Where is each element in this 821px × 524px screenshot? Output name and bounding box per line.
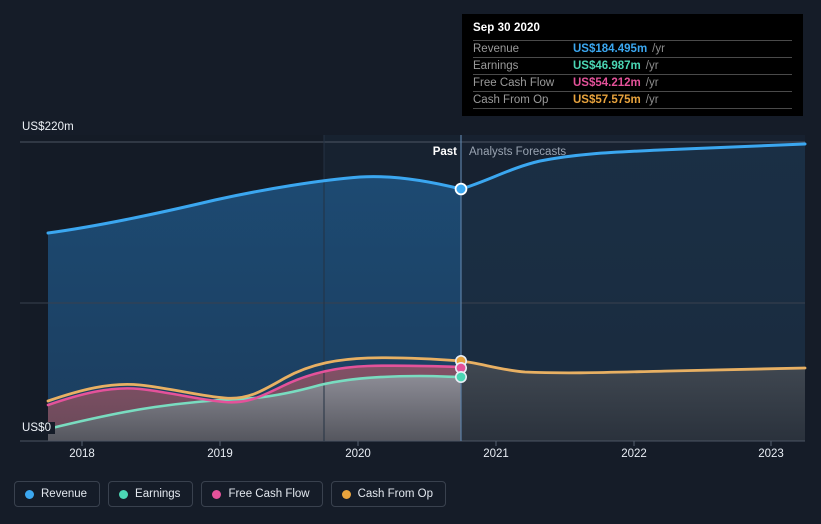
- tooltip-label-free-cash-flow: Free Cash Flow: [473, 77, 555, 89]
- tooltip-row-cash-from-op: Cash From Op US$57.575m /yr: [473, 91, 792, 108]
- tooltip-row-revenue: Revenue US$184.495m /yr: [473, 40, 792, 57]
- tooltip-row-free-cash-flow: Free Cash Flow US$54.212m /yr: [473, 74, 792, 91]
- x-axis-label-2018: 2018: [69, 448, 95, 460]
- x-axis-label-2019: 2019: [207, 448, 233, 460]
- earnings-color-dot-icon: [119, 489, 129, 499]
- tooltip-unit-cash-from-op: /yr: [645, 94, 659, 106]
- legend-item-free-cash-flow[interactable]: Free Cash Flow: [201, 481, 323, 507]
- legend-label-earnings: Earnings: [135, 488, 181, 500]
- tooltip-unit-free-cash-flow: /yr: [645, 77, 659, 89]
- legend-label-cash-from-op: Cash From Op: [357, 488, 434, 500]
- cash-from-op-line-forecast: [459, 359, 807, 375]
- tooltip-date: Sep 30 2020: [473, 22, 540, 34]
- earnings-marker[interactable]: [454, 370, 467, 383]
- tooltip-unit-earnings: /yr: [645, 60, 659, 72]
- x-axis-label-2020: 2020: [345, 448, 371, 460]
- forecast-period-label: Analysts Forecasts: [469, 146, 567, 158]
- tooltip-label-revenue: Revenue: [473, 43, 520, 55]
- y-axis-max-label: US$220m: [22, 121, 78, 133]
- tooltip-row-earnings: Earnings US$46.987m /yr: [473, 57, 792, 74]
- x-axis-label-2023: 2023: [758, 448, 784, 460]
- chart-plot-area[interactable]: [0, 0, 821, 470]
- y-axis-zero-label: US$0: [22, 422, 56, 434]
- free-cash-flow-color-dot-icon: [212, 489, 222, 499]
- revenue-color-dot-icon: [25, 489, 34, 499]
- tooltip-label-earnings: Earnings: [473, 60, 519, 72]
- legend-item-earnings[interactable]: Earnings: [108, 481, 194, 507]
- x-axis-ticks: [81, 441, 772, 446]
- tooltip-unit-revenue: /yr: [652, 43, 665, 55]
- tooltip-value-earnings: US$46.987m: [573, 60, 641, 72]
- data-tooltip: Sep 30 2020 Revenue US$184.495m /yr Earn…: [462, 14, 803, 116]
- revenue-line-forecast: [459, 142, 807, 191]
- past-period-label: Past: [432, 146, 457, 158]
- chart-svg: [20, 135, 807, 446]
- legend-label-revenue: Revenue: [41, 488, 88, 500]
- legend-item-revenue[interactable]: Revenue: [14, 481, 101, 507]
- tooltip-label-cash-from-op: Cash From Op: [473, 94, 549, 106]
- revenue-line-past: [46, 175, 463, 235]
- cash-from-op-line-past: [46, 356, 463, 403]
- tooltip-value-cash-from-op: US$57.575m: [573, 94, 641, 106]
- legend-label-free-cash-flow: Free Cash Flow: [228, 488, 310, 500]
- x-axis-label-2021: 2021: [483, 448, 509, 460]
- revenue-marker[interactable]: [454, 182, 468, 196]
- earnings-line: [46, 374, 463, 431]
- forecast-gray-area: [461, 361, 805, 441]
- tooltip-value-free-cash-flow: US$54.212m: [573, 77, 641, 89]
- legend-item-cash-from-op[interactable]: Cash From Op: [330, 481, 447, 507]
- earnings-area-past: [48, 376, 461, 441]
- tooltip-bottom-divider: [473, 108, 792, 109]
- free-cash-flow-line: [46, 364, 463, 407]
- chart-legend: Revenue Earnings Free Cash Flow Cash Fro…: [14, 481, 447, 507]
- revenue-area-forecast: [461, 144, 805, 441]
- x-axis-label-2022: 2022: [621, 448, 647, 460]
- cash-from-op-color-dot-icon: [341, 489, 351, 499]
- tooltip-value-revenue: US$184.495m: [573, 43, 648, 55]
